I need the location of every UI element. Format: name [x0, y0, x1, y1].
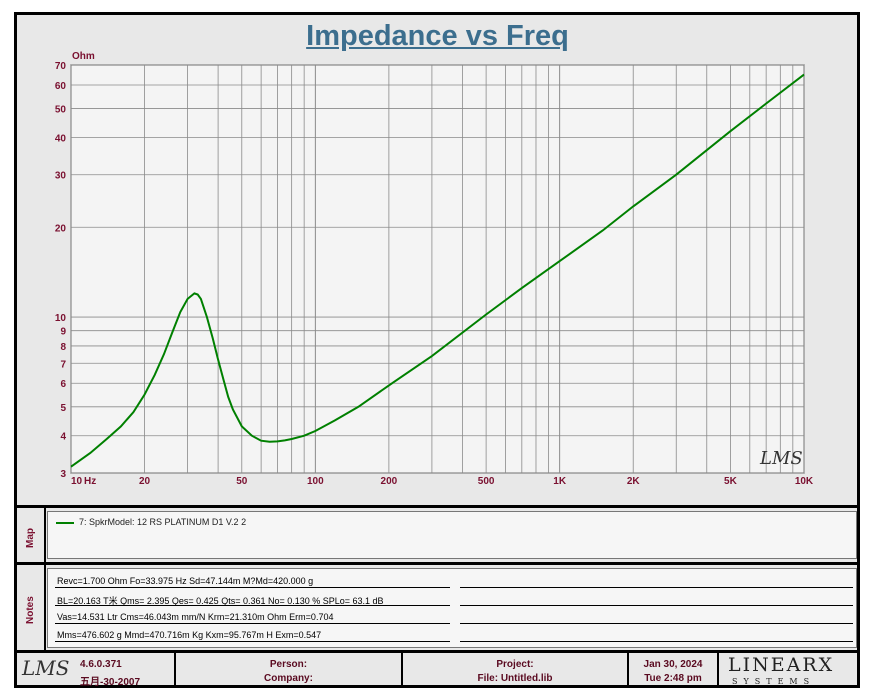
impedance-curve [70, 73, 805, 468]
y-axis-label: Ohm [72, 51, 95, 62]
y-tick-label: 8 [60, 342, 66, 353]
x-tick-label: 500 [478, 476, 495, 487]
note-rule [55, 605, 450, 606]
separator [14, 562, 860, 565]
separator [14, 650, 860, 653]
y-tick-label: 10 [55, 313, 67, 324]
time-text: Tue 2:48 pm [644, 673, 702, 684]
y-tick-label: 40 [55, 133, 67, 144]
note-rule [55, 587, 450, 588]
x-tick-label: 100 [307, 476, 324, 487]
x-tick-label: 10 [71, 476, 83, 487]
separator [44, 508, 46, 650]
linearx-logo: LINEARX [728, 654, 835, 676]
x-tick-label: 1K [553, 476, 567, 487]
y-tick-label: 70 [55, 61, 67, 72]
separator [401, 653, 403, 688]
y-tick-labels: 3 4 5 6 7 8 9 10 20 30 40 50 60 70 [55, 61, 67, 480]
y-tick-label: 9 [60, 327, 66, 338]
note-line-2: BL=20.163 T米 Qms= 2.395 Qes= 0.425 Qts= … [57, 596, 384, 606]
map-label: Map [25, 528, 36, 548]
note-line-1: Revc=1.700 Ohm Fo=33.975 Hz Sd=47.144m M… [57, 576, 314, 586]
note-line-4: Mms=476.602 g Mmd=470.716m Kg Kxm=95.767… [57, 630, 322, 640]
y-tick-label: 30 [55, 171, 67, 182]
plot-area [70, 64, 805, 474]
systems-text: SYSTEMS [732, 677, 816, 686]
x-tick-labels: 10 20 50 100 200 500 1K 2K 5K 10K [71, 476, 814, 487]
y-tick-label: 6 [60, 379, 66, 390]
note-rule [460, 623, 853, 624]
x-axis-label: Hz [84, 476, 96, 487]
legend-swatch [56, 522, 74, 524]
build-date-text: 五月-30-2007 [80, 677, 141, 688]
x-tick-label: 20 [139, 476, 151, 487]
note-rule [460, 587, 853, 588]
separator [627, 653, 629, 688]
lms-watermark: LMS [759, 448, 803, 469]
separator [14, 505, 860, 508]
person-label: Person: [269, 659, 308, 670]
y-tick-label: 60 [55, 81, 67, 92]
note-rule [460, 605, 853, 606]
y-tick-label: 50 [55, 105, 67, 116]
y-tick-label: 7 [60, 359, 66, 370]
separator [717, 653, 719, 688]
note-rule [55, 623, 450, 624]
y-tick-label: 20 [55, 223, 67, 234]
lms-logo: LMS [22, 656, 70, 680]
chart-title: Impedance vs Freq [306, 20, 569, 52]
separator [174, 653, 176, 688]
y-tick-label: 5 [60, 403, 66, 414]
version-text: 4.6.0.371 [80, 659, 122, 670]
notes-label: Notes [25, 596, 36, 624]
x-tick-label: 200 [381, 476, 398, 487]
y-tick-label: 4 [60, 432, 66, 443]
legend-entry[interactable]: 7: SpkrModel: 12 RS PLATINUM D1 V.2 2 [79, 517, 247, 527]
x-tick-label: 50 [236, 476, 248, 487]
company-label: Company: [264, 673, 313, 684]
x-tick-label: 5K [724, 476, 738, 487]
note-rule [460, 641, 853, 642]
note-rule [55, 641, 450, 642]
project-label: Project: [496, 659, 534, 670]
map-panel [47, 511, 857, 559]
x-tick-label: 2K [627, 476, 641, 487]
plot-grid [70, 64, 805, 474]
notes-panel [47, 568, 857, 648]
x-tick-label: 10K [795, 476, 814, 487]
file-label: File: Untitled.lib [477, 673, 553, 684]
y-tick-label: 3 [60, 469, 66, 480]
date-text: Jan 30, 2024 [643, 659, 703, 670]
note-line-3: Vas=14.531 Ltr Cms=46.043m mm/N Krm=21.3… [57, 612, 334, 622]
